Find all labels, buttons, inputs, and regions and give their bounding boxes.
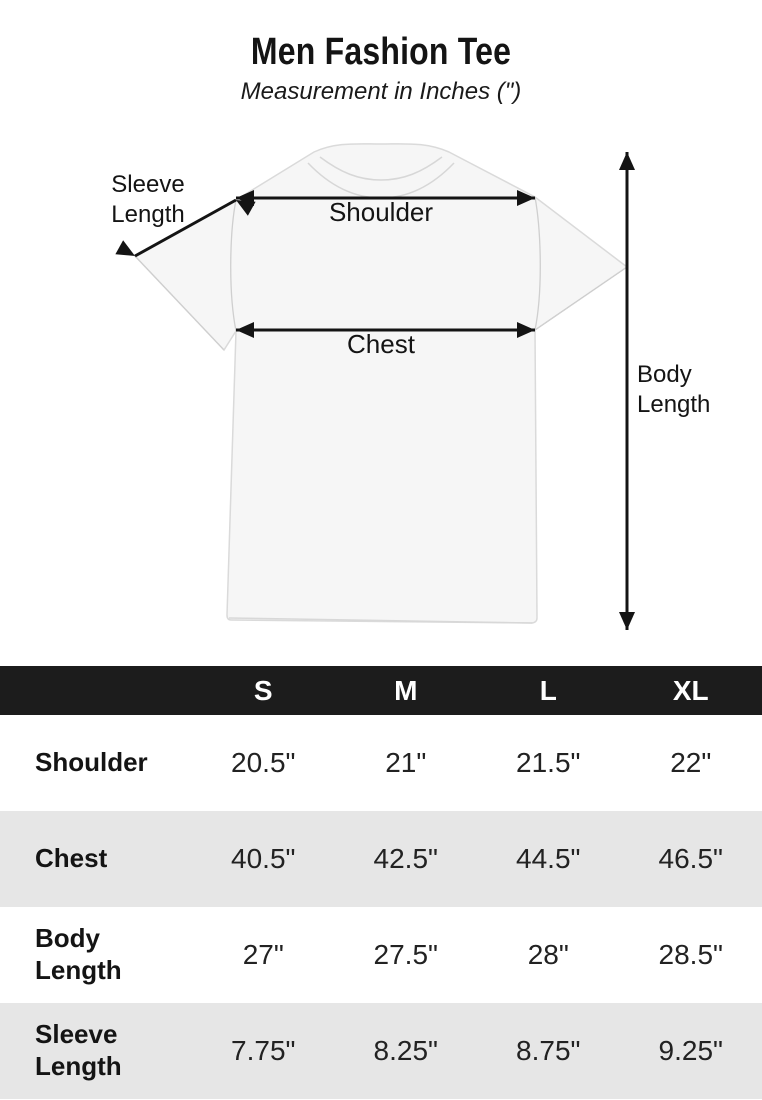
svg-text:Shoulder: Shoulder: [329, 197, 433, 227]
svg-text:Chest: Chest: [347, 329, 416, 359]
